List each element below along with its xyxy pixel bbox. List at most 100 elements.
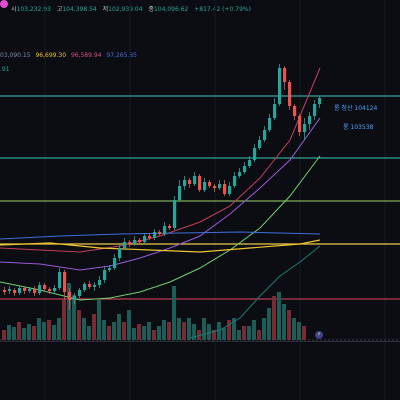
- middle-band-line: [0, 117, 321, 271]
- candle-body: [8, 289, 12, 291]
- close-label: 종: [148, 6, 154, 13]
- candle-body: [103, 270, 107, 280]
- candle-body: [93, 285, 97, 287]
- candle-body: [88, 284, 92, 287]
- volume-bar: [187, 318, 191, 340]
- high-value: 104,398.54: [62, 6, 97, 13]
- volume-bar: [142, 326, 146, 340]
- high-label: 고: [56, 6, 63, 13]
- volume-bar: [282, 304, 286, 340]
- volume-bar: [292, 318, 296, 340]
- candle-body: [273, 104, 277, 118]
- volume-bar: [47, 320, 51, 340]
- upper-band-line: [0, 67, 321, 253]
- candle-body: [148, 236, 152, 238]
- candle-body: [243, 166, 247, 172]
- candle-body: [78, 290, 82, 296]
- ma-value-4: 97,265.85: [106, 52, 137, 59]
- volume-bar: [112, 322, 116, 340]
- candle-body: [188, 180, 192, 184]
- volume-bar: [12, 327, 16, 340]
- legend-color-icon: [0, 0, 8, 8]
- candle-body: [33, 289, 37, 293]
- moving-average-readout: 03,090.15 96,699.30 96,589.94 97,265.85: [0, 52, 140, 59]
- ma-value-3: 96,589.94: [70, 52, 102, 59]
- candle-body: [128, 242, 132, 244]
- candle-body: [223, 184, 227, 194]
- candle-body: [288, 82, 292, 106]
- candle-body: [233, 176, 237, 186]
- ma-value-5: .91: [0, 66, 10, 73]
- volume-bar: [2, 330, 6, 340]
- horizontal-levels: [0, 95, 400, 341]
- open-label: 시: [11, 6, 17, 13]
- volume-bar: [57, 318, 61, 340]
- volume-bar: [182, 322, 186, 340]
- volume-bar: [177, 318, 181, 340]
- volume-bar: [157, 326, 161, 340]
- candle-body: [18, 288, 22, 293]
- volume-bar: [152, 330, 156, 340]
- candle-body: [58, 272, 62, 288]
- ohlc-readout: 시103,232.93 고104,398.54 저102,939.04 종104…: [0, 4, 255, 13]
- candle-body: [63, 272, 67, 292]
- candle-body: [263, 130, 267, 140]
- volume-bar: [87, 326, 91, 340]
- candle-body: [113, 258, 117, 268]
- candle-body: [303, 124, 307, 132]
- volume-bar: [232, 318, 236, 340]
- candle-body: [143, 236, 147, 242]
- low-value: 102,939.04: [108, 6, 143, 13]
- lower-band-line: [0, 155, 321, 301]
- indicator-lines: [0, 67, 321, 339]
- candle-body: [268, 118, 272, 130]
- volume-bar: [137, 324, 141, 340]
- volume-bar: [147, 322, 151, 340]
- volume-bar: [197, 330, 201, 340]
- candle-body: [318, 98, 322, 104]
- candle-body: [258, 140, 262, 148]
- candle-body: [193, 176, 197, 184]
- volume-bar: [117, 314, 121, 340]
- volume-bar: [287, 310, 291, 340]
- volume-bar: [167, 322, 171, 340]
- candle-body: [198, 176, 202, 190]
- volume-bar: [17, 322, 21, 340]
- volume-bar: [237, 330, 241, 340]
- volume-bar: [72, 295, 76, 340]
- candle-body: [283, 68, 287, 82]
- candle-body: [153, 232, 157, 238]
- candle-body: [213, 186, 217, 188]
- volume-ma-line: [189, 245, 321, 339]
- candlesticks: [3, 64, 322, 310]
- candle-body: [73, 296, 77, 300]
- candle-body: [53, 288, 57, 291]
- candle-body: [203, 182, 207, 190]
- long-position-label: 롱 103538: [343, 124, 374, 131]
- candle-body: [68, 292, 72, 300]
- volume-bar: [212, 330, 216, 340]
- candle-body: [38, 285, 42, 293]
- lightning-icon[interactable]: ⚡: [315, 331, 323, 339]
- candle-body: [178, 186, 182, 200]
- volume-bar: [7, 325, 11, 340]
- open-value: 103,232.93: [16, 6, 51, 13]
- volume-bar: [227, 320, 231, 340]
- candle-body: [308, 116, 312, 124]
- candle-body: [228, 186, 232, 194]
- candle-body: [208, 182, 212, 186]
- volume-bar: [82, 318, 86, 340]
- volume-bar: [32, 326, 36, 340]
- volume-bar: [27, 324, 31, 340]
- long-liquidation-label: 롱 청산 104124: [334, 105, 378, 112]
- volume-bar: [192, 324, 196, 340]
- volume-bar: [172, 286, 176, 340]
- volume-bar: [22, 328, 26, 340]
- volume-bar: [202, 318, 206, 340]
- candle-body: [278, 68, 282, 104]
- change-value: +817.42 (+0.79%): [194, 6, 251, 13]
- ma-value-2: 96,699.30: [35, 52, 67, 59]
- volume-bar: [207, 324, 211, 340]
- volume-bar: [67, 283, 71, 340]
